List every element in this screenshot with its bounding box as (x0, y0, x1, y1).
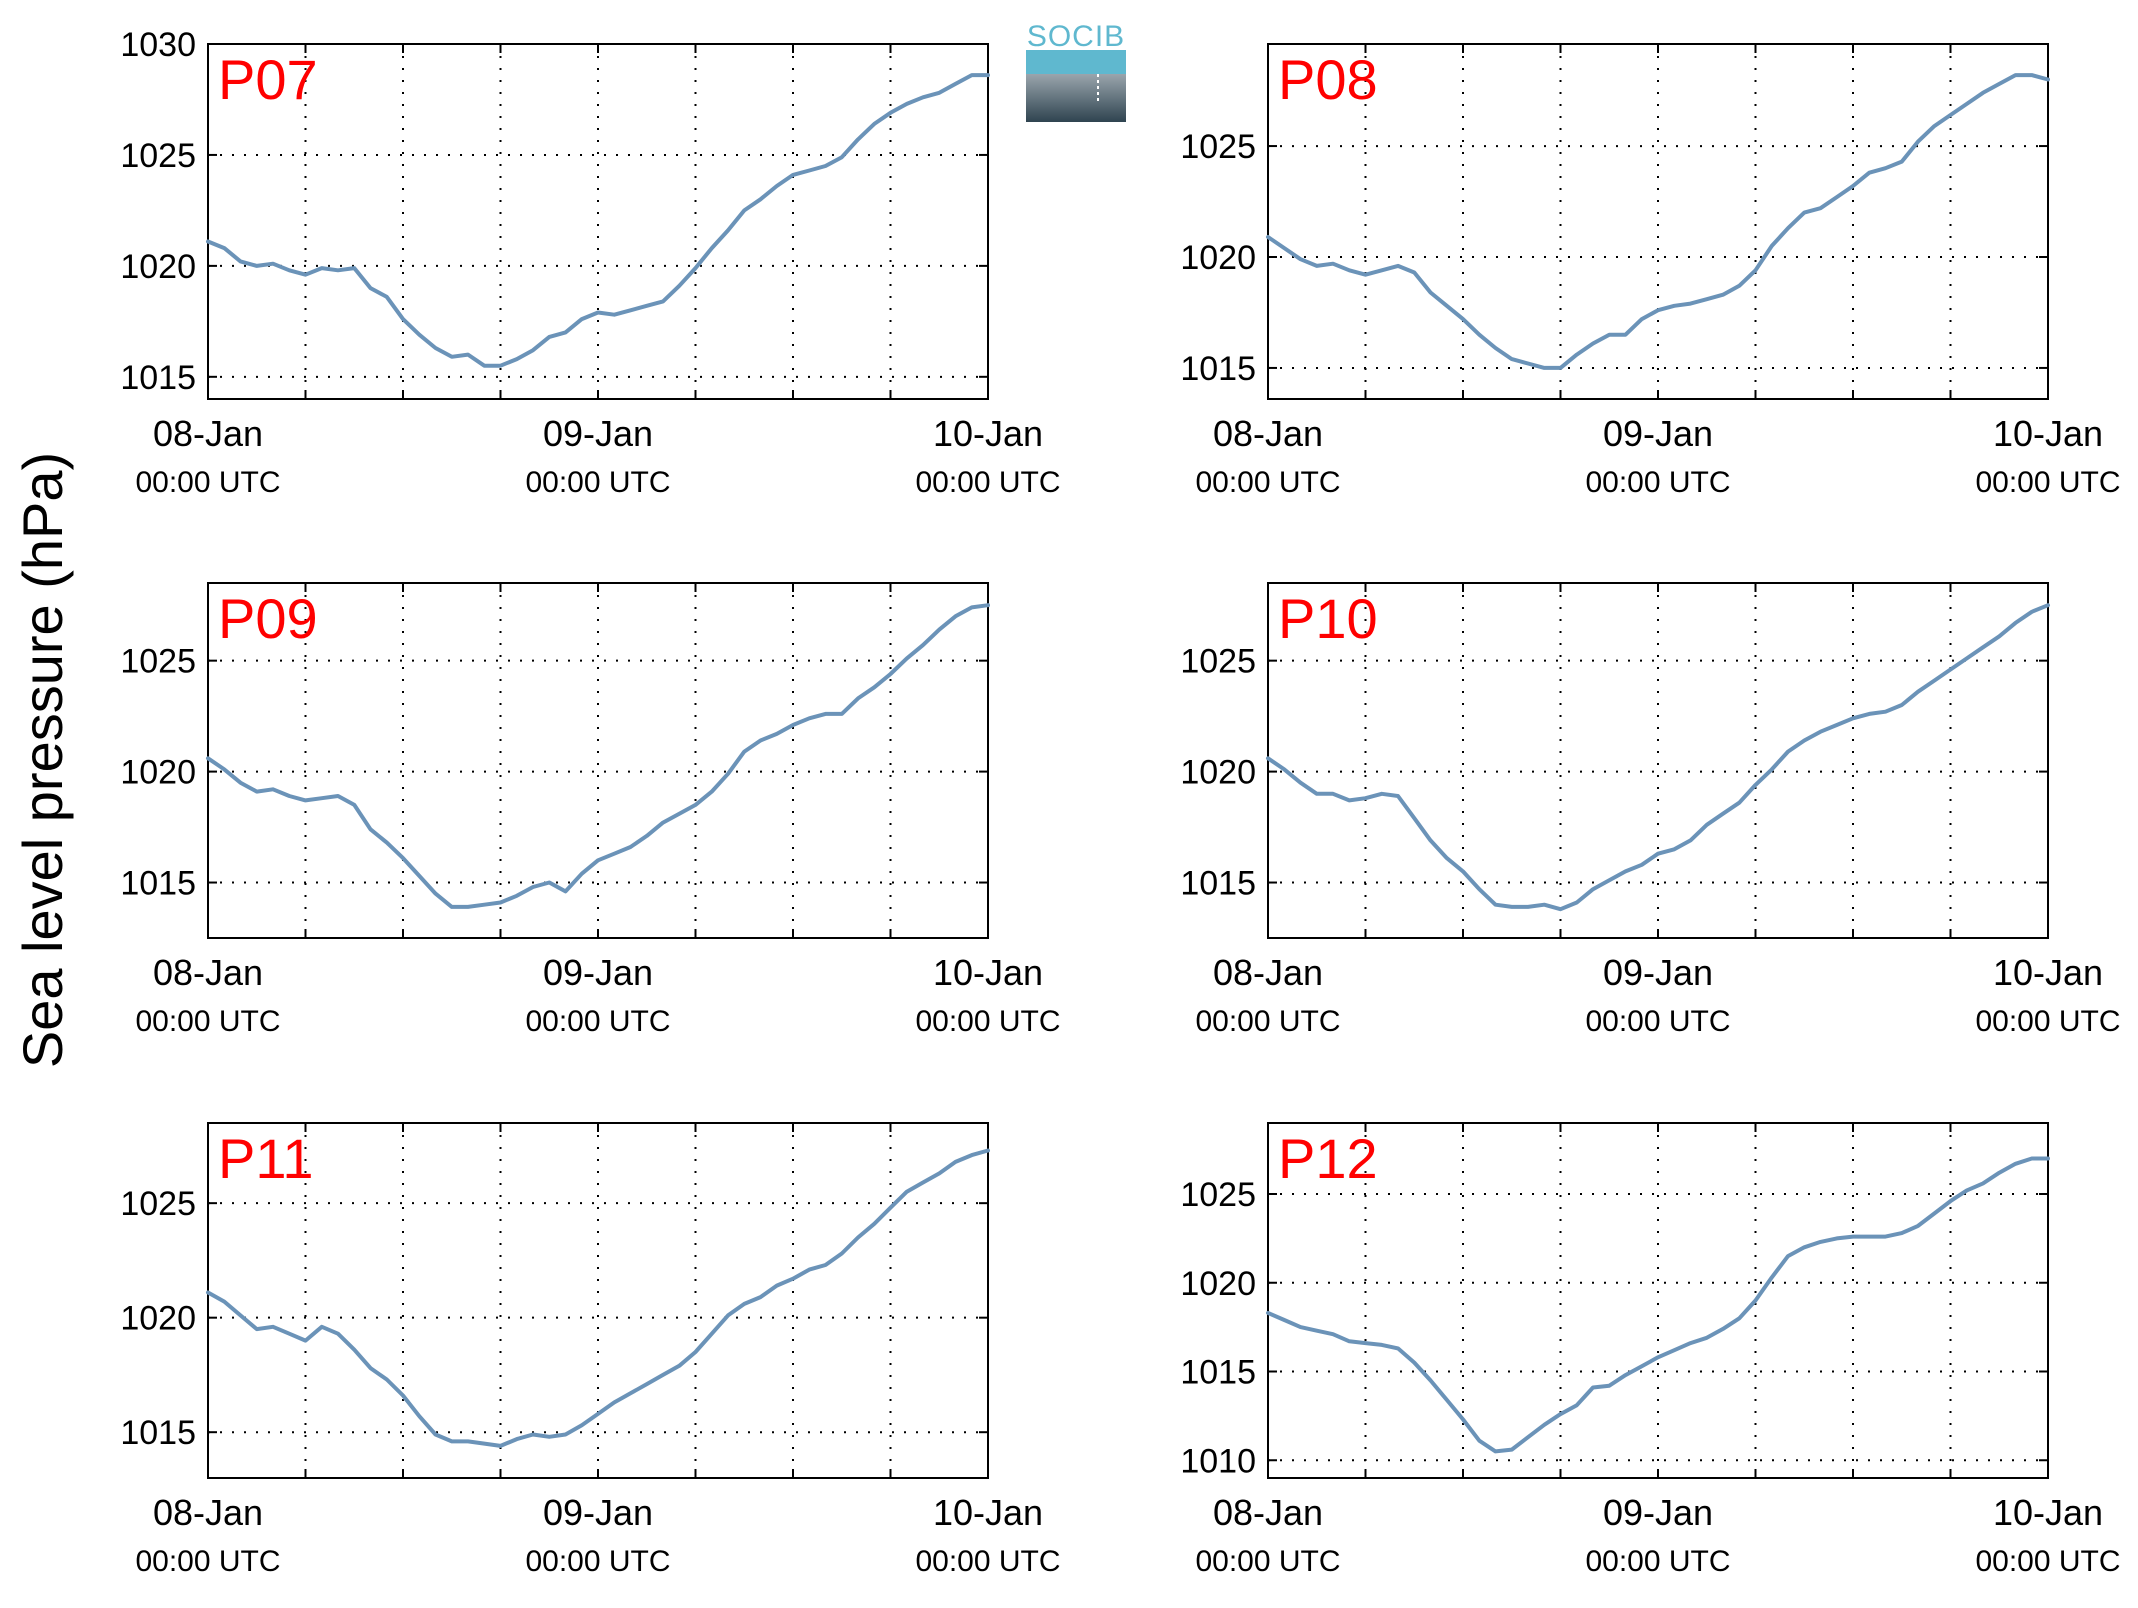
chart-3-y-tick-label: 1015 (1180, 865, 1256, 903)
socib-logo: SOCIB (1026, 20, 1126, 122)
panels: 1015 1020 1025 1030 08-Jan 00:00 UTC 09-Jan 00:… (120, 26, 2120, 1578)
chart-5-x-tick-label: 10-Jan (1993, 1492, 2103, 1533)
chart-2-y-tick-label: 1020 (120, 754, 196, 792)
chart-5-station-label: P12 (1278, 1127, 1378, 1190)
chart-4-y-tick-label: 1025 (120, 1185, 196, 1223)
chart-0-y-tick-label: 1025 (120, 137, 196, 175)
chart-0-x-tick-sublabel: 00:00 UTC (135, 466, 280, 499)
chart-2-x-tick-sublabel: 00:00 UTC (525, 1005, 670, 1038)
chart-5-x-tick-label: 08-Jan (1213, 1492, 1323, 1533)
chart-1-y-tick-label: 1020 (1180, 239, 1256, 277)
chart-0-series-line (206, 73, 990, 368)
chart-2-station-label: P09 (218, 587, 318, 650)
chart-3-y-tick-label: 1020 (1180, 754, 1256, 792)
logo-wave-band (1026, 50, 1126, 74)
chart-3-station-label: P10 (1278, 587, 1378, 650)
chart-0-x-tick-label: 08-Jan (153, 413, 263, 454)
chart-5-y-tick-label: 1010 (1180, 1442, 1256, 1480)
chart-5-y-tick-label: 1025 (1180, 1176, 1256, 1214)
chart-3-x-tick-sublabel: 00:00 UTC (1975, 1005, 2120, 1038)
chart-0-x-tick-sublabel: 00:00 UTC (525, 466, 670, 499)
chart-4-x-tick-sublabel: 00:00 UTC (915, 1545, 1060, 1578)
chart-1-x-tick-sublabel: 00:00 UTC (1585, 466, 1730, 499)
chart-4-y-tick-label: 1020 (120, 1300, 196, 1338)
chart-1-x-tick-label: 10-Jan (1993, 413, 2103, 454)
chart-1-station-label: P08 (1278, 48, 1378, 111)
chart-5-x-tick-sublabel: 00:00 UTC (1975, 1545, 2120, 1578)
chart-1-x-tick-sublabel: 00:00 UTC (1195, 466, 1340, 499)
chart-5-y-tick-label: 1015 (1180, 1354, 1256, 1392)
chart-3-panel: 1015 1020 1025 08-Jan 00:00 UTC 09-Jan 00:00 U… (1180, 582, 2121, 1038)
chart-5-x-tick-sublabel: 00:00 UTC (1195, 1545, 1340, 1578)
logo-body (1026, 74, 1126, 122)
chart-0-y-tick-label: 1030 (120, 26, 196, 64)
chart-0-x-tick-sublabel: 00:00 UTC (915, 466, 1060, 499)
chart-5-y-tick-label: 1020 (1180, 1265, 1256, 1303)
y-axis-label: Sea level pressure (hPa) (11, 452, 74, 1068)
chart-4-x-tick-sublabel: 00:00 UTC (525, 1545, 670, 1578)
chart-2-x-tick-label: 10-Jan (933, 952, 1043, 993)
chart-2-x-tick-sublabel: 00:00 UTC (915, 1005, 1060, 1038)
chart-2-x-tick-label: 08-Jan (153, 952, 263, 993)
chart-1-x-tick-label: 08-Jan (1213, 413, 1323, 454)
chart-0-station-label: P07 (218, 48, 318, 111)
chart-5-x-tick-sublabel: 00:00 UTC (1585, 1545, 1730, 1578)
chart-2-y-tick-label: 1015 (120, 865, 196, 903)
chart-0-y-tick-label: 1020 (120, 248, 196, 286)
chart-4-x-tick-label: 09-Jan (543, 1492, 653, 1533)
chart-5-panel: 1010 1015 1020 1025 08-Jan 00:00 UTC 09-Jan 00:… (1180, 1122, 2121, 1578)
chart-0-panel: 1015 1020 1025 1030 08-Jan 00:00 UTC 09-Jan 00:… (120, 26, 1060, 499)
chart-1-x-tick-label: 09-Jan (1603, 413, 1713, 454)
chart-4-series-line (206, 1148, 990, 1448)
chart-5-x-tick-label: 09-Jan (1603, 1492, 1713, 1533)
chart-4-station-label: P11 (218, 1127, 313, 1190)
chart-2-panel: 1015 1020 1025 08-Jan 00:00 UTC 09-Jan 00:00 U… (120, 582, 1061, 1038)
chart-1-y-tick-label: 1025 (1180, 128, 1256, 166)
chart-3-x-tick-label: 08-Jan (1213, 952, 1323, 993)
chart-4-x-tick-label: 08-Jan (153, 1492, 263, 1533)
chart-1-panel: 1015 1020 1025 08-Jan 00:00 UTC 09-Jan 00:00 U… (1180, 43, 2121, 499)
chart-3-x-tick-sublabel: 00:00 UTC (1585, 1005, 1730, 1038)
chart-1-series-line (1266, 73, 2050, 370)
chart-2-series-line (206, 603, 990, 909)
chart-4-y-tick-label: 1015 (120, 1414, 196, 1452)
chart-2-x-tick-label: 09-Jan (543, 952, 653, 993)
chart-4-x-tick-label: 10-Jan (933, 1492, 1043, 1533)
chart-1-y-tick-label: 1015 (1180, 350, 1256, 388)
chart-4-panel: 1015 1020 1025 08-Jan 00:00 UTC 09-Jan 00:00 U… (120, 1122, 1061, 1578)
chart-4-x-tick-sublabel: 00:00 UTC (135, 1545, 280, 1578)
chart-0-x-tick-label: 10-Jan (933, 413, 1043, 454)
chart-2-x-tick-sublabel: 00:00 UTC (135, 1005, 280, 1038)
chart-0-y-tick-label: 1015 (120, 359, 196, 397)
chart-3-x-tick-sublabel: 00:00 UTC (1195, 1005, 1340, 1038)
chart-3-x-tick-label: 09-Jan (1603, 952, 1713, 993)
chart-2-y-tick-label: 1025 (120, 643, 196, 681)
chart-5-series-line (1266, 1156, 2050, 1454)
chart-3-x-tick-label: 10-Jan (1993, 952, 2103, 993)
chart-0-x-tick-label: 09-Jan (543, 413, 653, 454)
logo-text: SOCIB (1027, 20, 1125, 53)
chart-3-series-line (1266, 603, 2050, 912)
chart-3-y-tick-label: 1025 (1180, 643, 1256, 681)
chart-1-x-tick-sublabel: 00:00 UTC (1975, 466, 2120, 499)
